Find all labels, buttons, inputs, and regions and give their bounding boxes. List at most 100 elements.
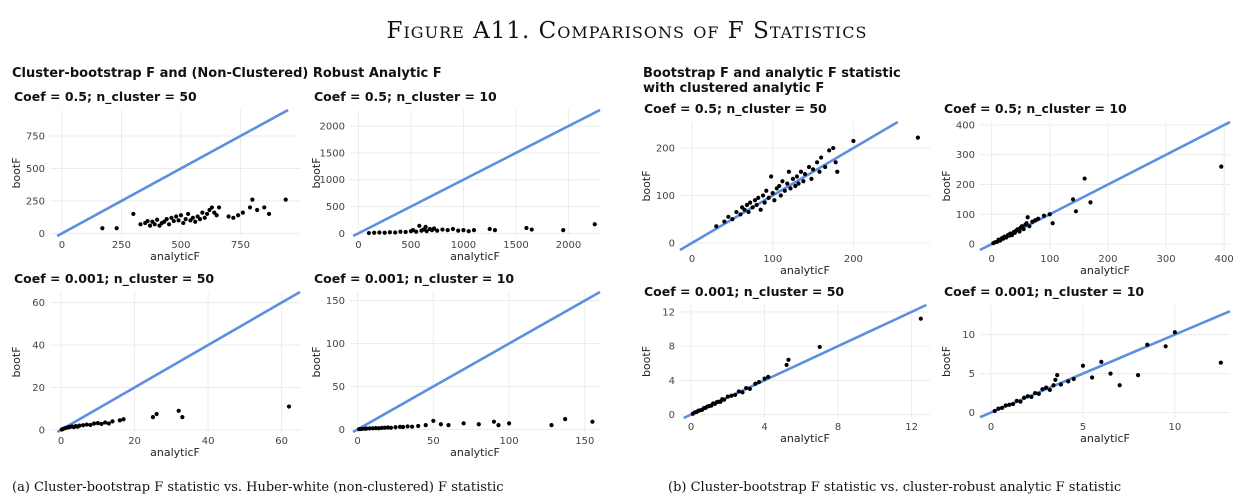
- scatter-panel-a3: Coef = 0.001; n_cluster = 50 0 20 40 60 0 20 40…: [10, 271, 301, 459]
- data-point: [205, 211, 210, 217]
- scatter-panel-a1: Coef = 0.5; n_cluster = 50 0 250 500 750 0 250…: [10, 89, 300, 263]
- data-point: [744, 202, 750, 208]
- data-point: [400, 424, 406, 430]
- data-point: [414, 229, 419, 234]
- data-point: [1017, 229, 1022, 234]
- data-point: [152, 222, 157, 227]
- x-tick-label: 0: [354, 436, 360, 447]
- data-point: [769, 174, 774, 179]
- data-point: [802, 172, 808, 177]
- y-axis-label: bootF: [640, 170, 653, 201]
- y-tick-label: 750: [26, 131, 45, 142]
- data-point: [492, 228, 498, 233]
- data-point: [1088, 200, 1093, 205]
- data-point: [766, 195, 771, 200]
- x-axis-label: analyticF: [450, 250, 500, 263]
- y-axis-label: bootF: [310, 346, 323, 377]
- x-axis-label: analyticF: [150, 250, 200, 263]
- panel-title: Coef = 0.001; n_cluster = 50: [14, 271, 214, 287]
- data-point: [740, 390, 745, 395]
- data-point: [424, 229, 429, 234]
- data-point: [255, 207, 260, 213]
- data-point: [524, 225, 529, 231]
- data-point: [456, 228, 461, 233]
- data-point: [193, 219, 198, 224]
- data-point: [131, 211, 136, 217]
- x-tick-label: 12: [905, 422, 918, 433]
- x-tick-label: 100: [1040, 254, 1059, 265]
- data-point: [999, 405, 1005, 410]
- data-point: [760, 193, 766, 198]
- x-tick-label: 100: [763, 254, 782, 265]
- y-tick-label: 200: [956, 180, 975, 191]
- reference-line: [679, 120, 899, 252]
- data-point: [176, 218, 181, 223]
- data-point: [145, 218, 150, 224]
- data-point: [209, 205, 215, 210]
- data-point: [1022, 395, 1027, 400]
- data-point: [114, 226, 119, 231]
- y-tick-label: 200: [656, 144, 675, 155]
- data-point: [730, 217, 735, 222]
- data-point: [778, 193, 783, 198]
- data-point: [831, 145, 836, 151]
- data-point: [1047, 387, 1052, 393]
- data-point: [777, 183, 782, 189]
- data-point: [491, 419, 497, 424]
- data-point: [183, 217, 188, 222]
- x-tick-label: 0: [58, 436, 64, 447]
- data-point: [827, 148, 832, 153]
- y-tick-label: 60: [32, 298, 45, 309]
- x-axis-label: analyticF: [450, 446, 500, 459]
- data-point: [729, 393, 734, 398]
- data-point: [1073, 209, 1079, 214]
- data-point: [529, 227, 534, 232]
- data-point: [370, 426, 375, 431]
- x-tick-label: 0: [988, 422, 994, 433]
- data-point: [235, 213, 241, 218]
- data-point: [1036, 391, 1041, 396]
- x-tick-label: 0: [988, 254, 994, 265]
- data-point: [393, 425, 398, 430]
- data-point: [438, 422, 444, 427]
- x-axis-label: analyticF: [780, 432, 830, 445]
- data-point: [176, 408, 181, 413]
- data-point: [416, 423, 421, 429]
- data-point: [431, 418, 436, 423]
- data-point: [431, 226, 437, 231]
- data-point: [364, 426, 369, 431]
- data-point: [1014, 398, 1019, 403]
- data-point: [117, 418, 122, 423]
- data-point: [385, 425, 390, 430]
- y-tick-label: 250: [26, 196, 45, 207]
- data-point: [366, 230, 372, 236]
- data-point: [410, 424, 415, 429]
- data-point: [1024, 221, 1029, 226]
- data-point: [1066, 379, 1071, 384]
- data-point: [756, 195, 761, 200]
- data-point: [563, 417, 568, 422]
- data-point: [174, 214, 179, 219]
- x-tick-label: 0: [688, 422, 694, 433]
- data-point: [1135, 373, 1141, 378]
- data-point: [200, 210, 205, 215]
- data-point: [722, 219, 727, 224]
- data-point: [744, 385, 749, 391]
- data-point: [387, 230, 393, 235]
- x-tick-label: 500: [171, 240, 190, 251]
- data-point: [590, 419, 595, 424]
- data-point: [461, 228, 466, 233]
- y-tick-label: 50: [332, 382, 345, 393]
- data-point: [446, 423, 451, 428]
- data-point: [823, 164, 828, 170]
- data-point: [121, 417, 126, 422]
- data-point: [247, 205, 253, 210]
- data-point: [388, 425, 394, 430]
- data-point: [487, 226, 492, 232]
- figure-title: Figure A11. Comparisons of F Statistics: [386, 18, 868, 44]
- data-point: [377, 230, 382, 235]
- data-point: [819, 155, 824, 160]
- x-tick-label: 150: [575, 436, 594, 447]
- x-tick-label: 100: [500, 436, 519, 447]
- data-point: [1055, 373, 1060, 378]
